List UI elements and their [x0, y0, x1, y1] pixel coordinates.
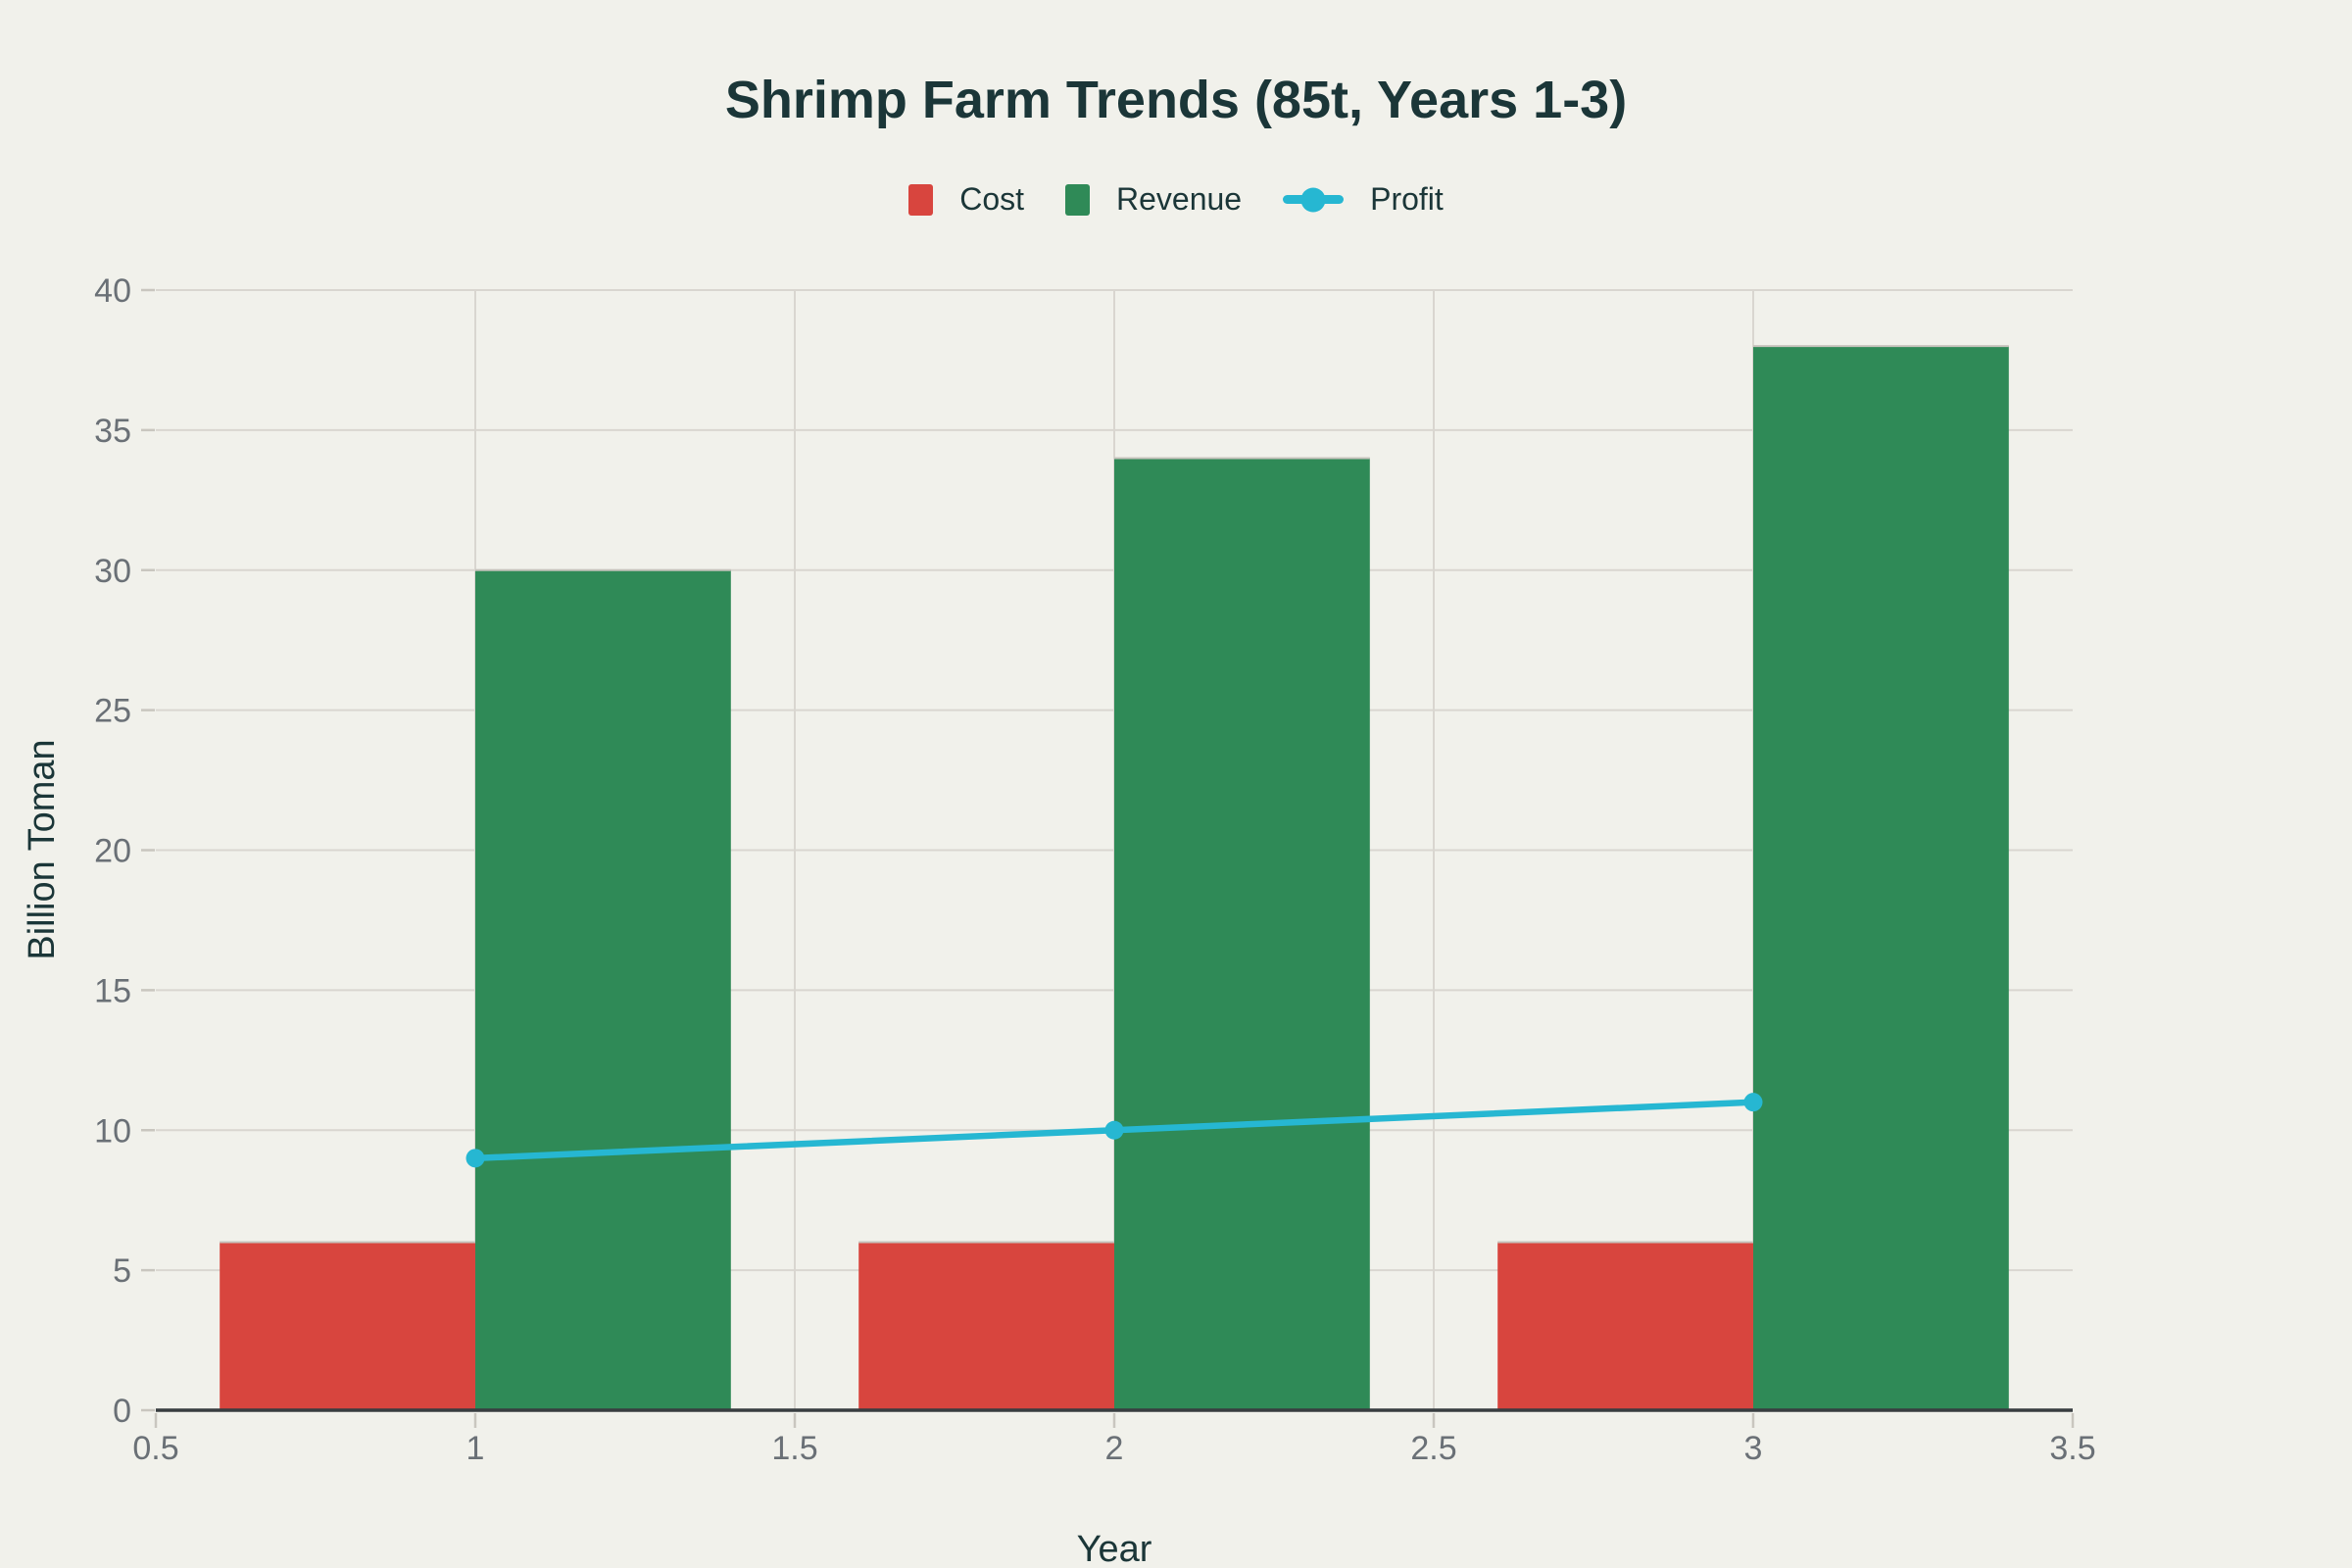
x-tick-label-3.5: 3.5 — [2049, 1430, 2095, 1467]
legend-item-profit[interactable]: Profit — [1283, 181, 1444, 218]
y-tick-label-35: 35 — [94, 413, 131, 450]
y-tick-label-15: 15 — [94, 972, 131, 1009]
profit-marker-year-3 — [1743, 1093, 1763, 1112]
legend-label-profit: Profit — [1370, 181, 1444, 217]
profit-marker-dot-icon — [1300, 187, 1326, 212]
legend-label-cost: Cost — [959, 181, 1024, 217]
x-tick-label-1: 1 — [466, 1430, 485, 1467]
x-tick-label-3: 3 — [1744, 1430, 1763, 1467]
legend-label-revenue: Revenue — [1116, 181, 1243, 217]
cost-swatch-icon — [908, 183, 934, 216]
chart-title: Shrimp Farm Trends (85t, Years 1-3) — [724, 71, 1628, 129]
x-tick-label-2: 2 — [1105, 1430, 1124, 1467]
legend-item-cost[interactable]: Cost — [908, 181, 1024, 218]
profit-marker-year-2 — [1104, 1120, 1124, 1140]
revenue-swatch-icon — [1065, 183, 1090, 216]
y-tick-label-0: 0 — [113, 1393, 131, 1430]
revenue-bar-year-1 — [475, 569, 731, 1410]
profit-marker-year-1 — [466, 1149, 485, 1168]
x-tick-label-2.5: 2.5 — [1410, 1430, 1456, 1467]
y-tick-label-30: 30 — [94, 553, 131, 590]
y-tick-label-5: 5 — [113, 1252, 131, 1290]
revenue-bar-year-3 — [1753, 346, 2009, 1410]
y-axis-title: Billion Toman — [22, 739, 63, 960]
y-tick-label-40: 40 — [94, 272, 131, 310]
y-tick-label-20: 20 — [94, 833, 131, 870]
x-tick-label-1.5: 1.5 — [771, 1430, 817, 1467]
cost-bar-year-3 — [1497, 1242, 1753, 1410]
y-tick-label-10: 10 — [94, 1112, 131, 1150]
cost-bar-year-2 — [858, 1242, 1114, 1410]
legend: Cost Revenue Profit — [0, 181, 2352, 218]
y-tick-label-25: 25 — [94, 693, 131, 730]
revenue-bar-year-2 — [1114, 458, 1370, 1410]
x-tick-label-0.5: 0.5 — [132, 1430, 178, 1467]
cost-bar-year-1 — [220, 1242, 475, 1410]
legend-item-revenue[interactable]: Revenue — [1065, 181, 1242, 218]
x-axis-title: Year — [1076, 1529, 1152, 1568]
profit-swatch-icon — [1283, 187, 1345, 212]
